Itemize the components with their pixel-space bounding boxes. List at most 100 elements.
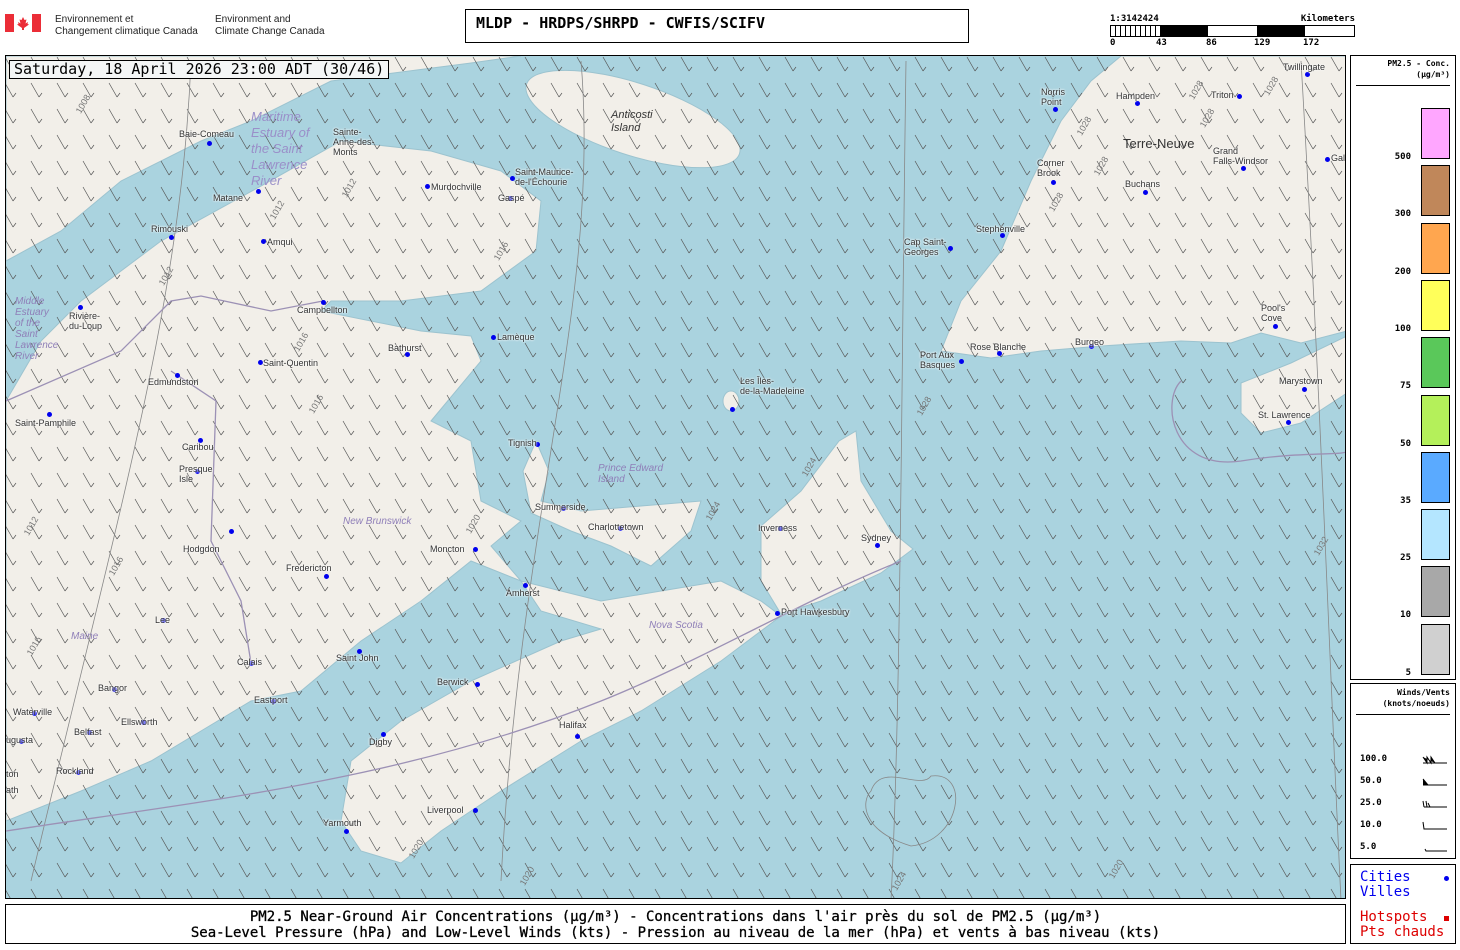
city-marker-icon — [1302, 387, 1307, 392]
region-label: New Brunswick — [343, 516, 412, 527]
forecast-datetime: Saturday, 18 April 2026 23:00 ADT (30/46… — [9, 60, 390, 79]
pm-legend-swatch — [1421, 279, 1450, 331]
city-label: Berwick — [437, 677, 469, 687]
region-label: Maritime Estuary of the Saint Lawrence R… — [251, 109, 310, 188]
pm-legend-title: PM2.5 - Conc. — [1387, 59, 1450, 68]
wind-barb-icon — [1422, 755, 1447, 765]
city-label: Gal — [1331, 153, 1346, 163]
pm-legend-value: 10 — [1400, 610, 1411, 621]
scale-tick: 86 — [1206, 38, 1217, 48]
city-label: Tignish — [508, 438, 537, 448]
city-label: Rimouski — [151, 224, 189, 234]
caption-line-2: Sea-Level Pressure (hPa) and Low-Level W… — [190, 925, 1161, 941]
pm-legend-value: 100 — [1394, 323, 1411, 334]
city-marker-icon — [175, 373, 180, 378]
pm-legend-swatch — [1421, 509, 1450, 561]
scale-tick: 172 — [1303, 38, 1320, 48]
pm-legend-value: 5 — [1405, 667, 1411, 678]
city-label: Twillingate — [1283, 62, 1326, 72]
pm-legend-swatch — [1421, 394, 1450, 446]
scale-ratio: 1:3142424 — [1110, 14, 1159, 24]
city-marker-icon — [775, 611, 780, 616]
city-marker-icon — [47, 412, 52, 417]
city-marker-icon — [76, 770, 81, 775]
city-marker-icon — [475, 682, 480, 687]
city-marker-icon — [324, 574, 329, 579]
pm-legend-swatch — [1421, 108, 1450, 159]
pm-legend-value: 25 — [1400, 553, 1411, 564]
region-label: Terre-Neuve — [1123, 136, 1195, 151]
city-label: Amqui — [267, 237, 293, 247]
pm-legend-unit: (µg/m³) — [1416, 70, 1450, 79]
city-marker-icon — [510, 176, 515, 181]
city-label: ton — [6, 769, 19, 779]
city-label: Matane — [213, 193, 244, 203]
pm-legend-swatch — [1421, 337, 1450, 389]
canada-flag-logo — [5, 14, 41, 32]
wind-barbs — [6, 56, 1345, 898]
wind-barb-icon — [1422, 821, 1447, 830]
pm-legend-value: 35 — [1400, 495, 1411, 506]
city-label: Pool's Cove — [1261, 303, 1286, 323]
city-marker-icon — [473, 547, 478, 552]
pm-legend-swatch — [1421, 222, 1450, 274]
pm-legend-swatch — [1421, 451, 1450, 503]
wind-barb-icon — [1424, 848, 1447, 852]
city-label: Saint-Maurice- de-l'Échourie — [515, 167, 574, 187]
city-marker-icon — [473, 808, 478, 813]
region-label: Prince Edward Island — [598, 463, 664, 485]
map-canvas[interactable]: Baie-Comeau Sainte- Anne-des- Monts Matane… — [5, 55, 1346, 899]
city-marker-icon — [997, 351, 1002, 356]
city-marker-icon — [1286, 420, 1291, 425]
city-label: Ellsworth — [121, 717, 158, 727]
city-marker-icon — [19, 739, 24, 744]
wind-legend-unit: (knots/noeuds) — [1382, 699, 1450, 708]
pm-legend-value: 200 — [1394, 266, 1411, 277]
city-label: Rockland — [56, 766, 94, 776]
region-label: Anticosti Island — [611, 109, 653, 134]
wind-legend-title: Winds/Vents — [1397, 688, 1450, 697]
city-marker-icon — [198, 438, 203, 443]
city-label: Corner Brook — [1037, 158, 1065, 178]
city-marker-icon — [575, 734, 580, 739]
scale-tick: 43 — [1156, 38, 1167, 48]
city-label: Eastport — [254, 695, 288, 705]
hotspot-square-icon — [1444, 916, 1449, 921]
city-marker-icon — [1241, 166, 1246, 171]
caption-line-1: PM2.5 Near-Ground Air Concentrations (µg… — [249, 909, 1102, 925]
wind-speed-label: 50.0 — [1360, 776, 1382, 786]
city-marker-icon — [381, 732, 386, 737]
city-marker-icon — [321, 300, 326, 305]
city-marker-icon — [405, 352, 410, 357]
city-label: Norris Point — [1041, 87, 1065, 107]
hotspots-label-fr: Pts chauds — [1360, 924, 1445, 940]
city-label: Caribou — [182, 442, 214, 452]
city-label: Stephenville — [976, 224, 1026, 234]
scale-unit: Kilometers — [1300, 14, 1355, 24]
city-label: Rose Blanche — [970, 342, 1027, 352]
city-marker-icon — [1089, 344, 1094, 349]
city-label: Marystown — [1279, 376, 1323, 386]
city-marker-icon — [561, 506, 566, 511]
city-label: Port Aux Basques — [920, 350, 956, 370]
city-label: Baie-Comeau — [179, 129, 235, 139]
city-label: Cap Saint- Georges — [904, 237, 947, 257]
region-label: Middle Estuary of the Saint Lawrence Riv… — [15, 296, 59, 362]
city-marker-icon — [229, 529, 234, 534]
borders — [6, 295, 1345, 832]
city-marker-icon — [207, 141, 212, 146]
product-title: MLDP - HRDPS/SHRPD - CWFIS/SCIFV — [465, 9, 969, 43]
city-label: Amherst — [506, 588, 540, 598]
city-label: Fredericton — [286, 563, 332, 573]
city-label: Les Îles- de-la-Madeleine — [740, 376, 805, 396]
city-label: Charlottetown — [588, 522, 644, 532]
scale-tick: 129 — [1254, 38, 1271, 48]
city-label: Edmundston — [148, 377, 199, 387]
city-marker-icon — [1053, 107, 1058, 112]
city-marker-icon — [523, 583, 528, 588]
pm-legend-value: 50 — [1400, 438, 1411, 449]
wind-legend: Winds/Vents (knots/noeuds) 100.0 50.0 25.0 1… — [1350, 683, 1456, 859]
region-label: Nova Scotia — [649, 620, 703, 631]
scale-bar: 1:3142424 Kilometers 0 43 86 129 172 — [1110, 14, 1355, 49]
city-marker-icon — [730, 407, 735, 412]
